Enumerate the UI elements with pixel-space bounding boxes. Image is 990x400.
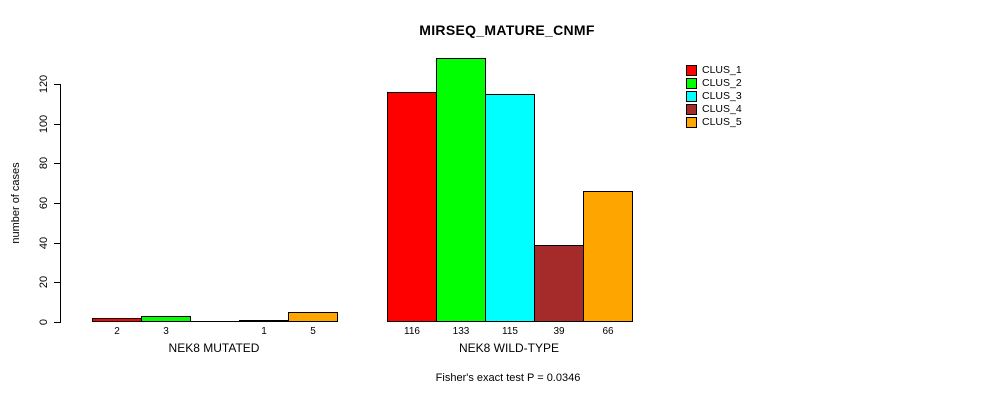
- footnote-text: Fisher's exact test P = 0.0346: [435, 372, 581, 384]
- y-axis-tick-label: 20: [38, 275, 50, 289]
- y-axis-tick-label: 60: [38, 196, 50, 210]
- bar-value-label: 66: [602, 326, 614, 337]
- bar-value-label: 3: [163, 326, 169, 337]
- y-axis-tick: [54, 124, 60, 125]
- y-axis-tick-label: 80: [38, 156, 50, 170]
- y-axis-tick: [54, 84, 60, 85]
- bar-value-label: 116: [404, 326, 420, 337]
- group-label: NEK8 WILD-TYPE: [458, 341, 560, 355]
- y-axis-tick: [54, 163, 60, 164]
- bar-value-label: 1: [261, 326, 267, 337]
- bar: [387, 92, 437, 322]
- y-axis-label: number of cases: [10, 162, 22, 244]
- y-axis-tick-label: 40: [38, 236, 50, 250]
- y-axis-tick: [54, 243, 60, 244]
- bar: [485, 94, 535, 322]
- legend-label: CLUS_5: [702, 116, 742, 128]
- legend-label: CLUS_3: [702, 90, 742, 102]
- legend-label: CLUS_4: [702, 103, 742, 115]
- y-axis-tick: [54, 322, 60, 323]
- bar: [288, 312, 338, 322]
- bar-value-label: 5: [310, 326, 316, 337]
- legend-swatch: [686, 65, 697, 76]
- chart-title: MIRSEQ_MATURE_CNMF: [419, 22, 595, 38]
- y-axis-tick-label: 0: [38, 318, 50, 326]
- y-axis-tick: [54, 282, 60, 283]
- legend-swatch: [686, 91, 697, 102]
- bar-value-label: 133: [452, 326, 470, 337]
- y-axis-line: [60, 84, 61, 323]
- bar: [534, 245, 584, 322]
- legend-swatch: [686, 117, 697, 128]
- bar: [92, 318, 142, 322]
- legend-label: CLUS_1: [702, 64, 742, 76]
- y-axis-tick-label: 120: [38, 74, 50, 94]
- bar: [141, 316, 191, 322]
- bar-value-label: 2: [114, 326, 120, 337]
- bar-value-label: 115: [502, 326, 518, 337]
- bar: [239, 320, 289, 322]
- y-axis-tick: [54, 203, 60, 204]
- group-label: NEK8 MUTATED: [168, 341, 260, 355]
- bar-zero: [190, 321, 240, 322]
- legend-swatch: [686, 104, 697, 115]
- bar: [583, 191, 633, 322]
- legend-label: CLUS_2: [702, 77, 742, 89]
- y-axis-tick-label: 100: [38, 114, 50, 134]
- bar: [436, 58, 486, 322]
- bar-value-label: 39: [553, 326, 565, 337]
- legend-swatch: [686, 78, 697, 89]
